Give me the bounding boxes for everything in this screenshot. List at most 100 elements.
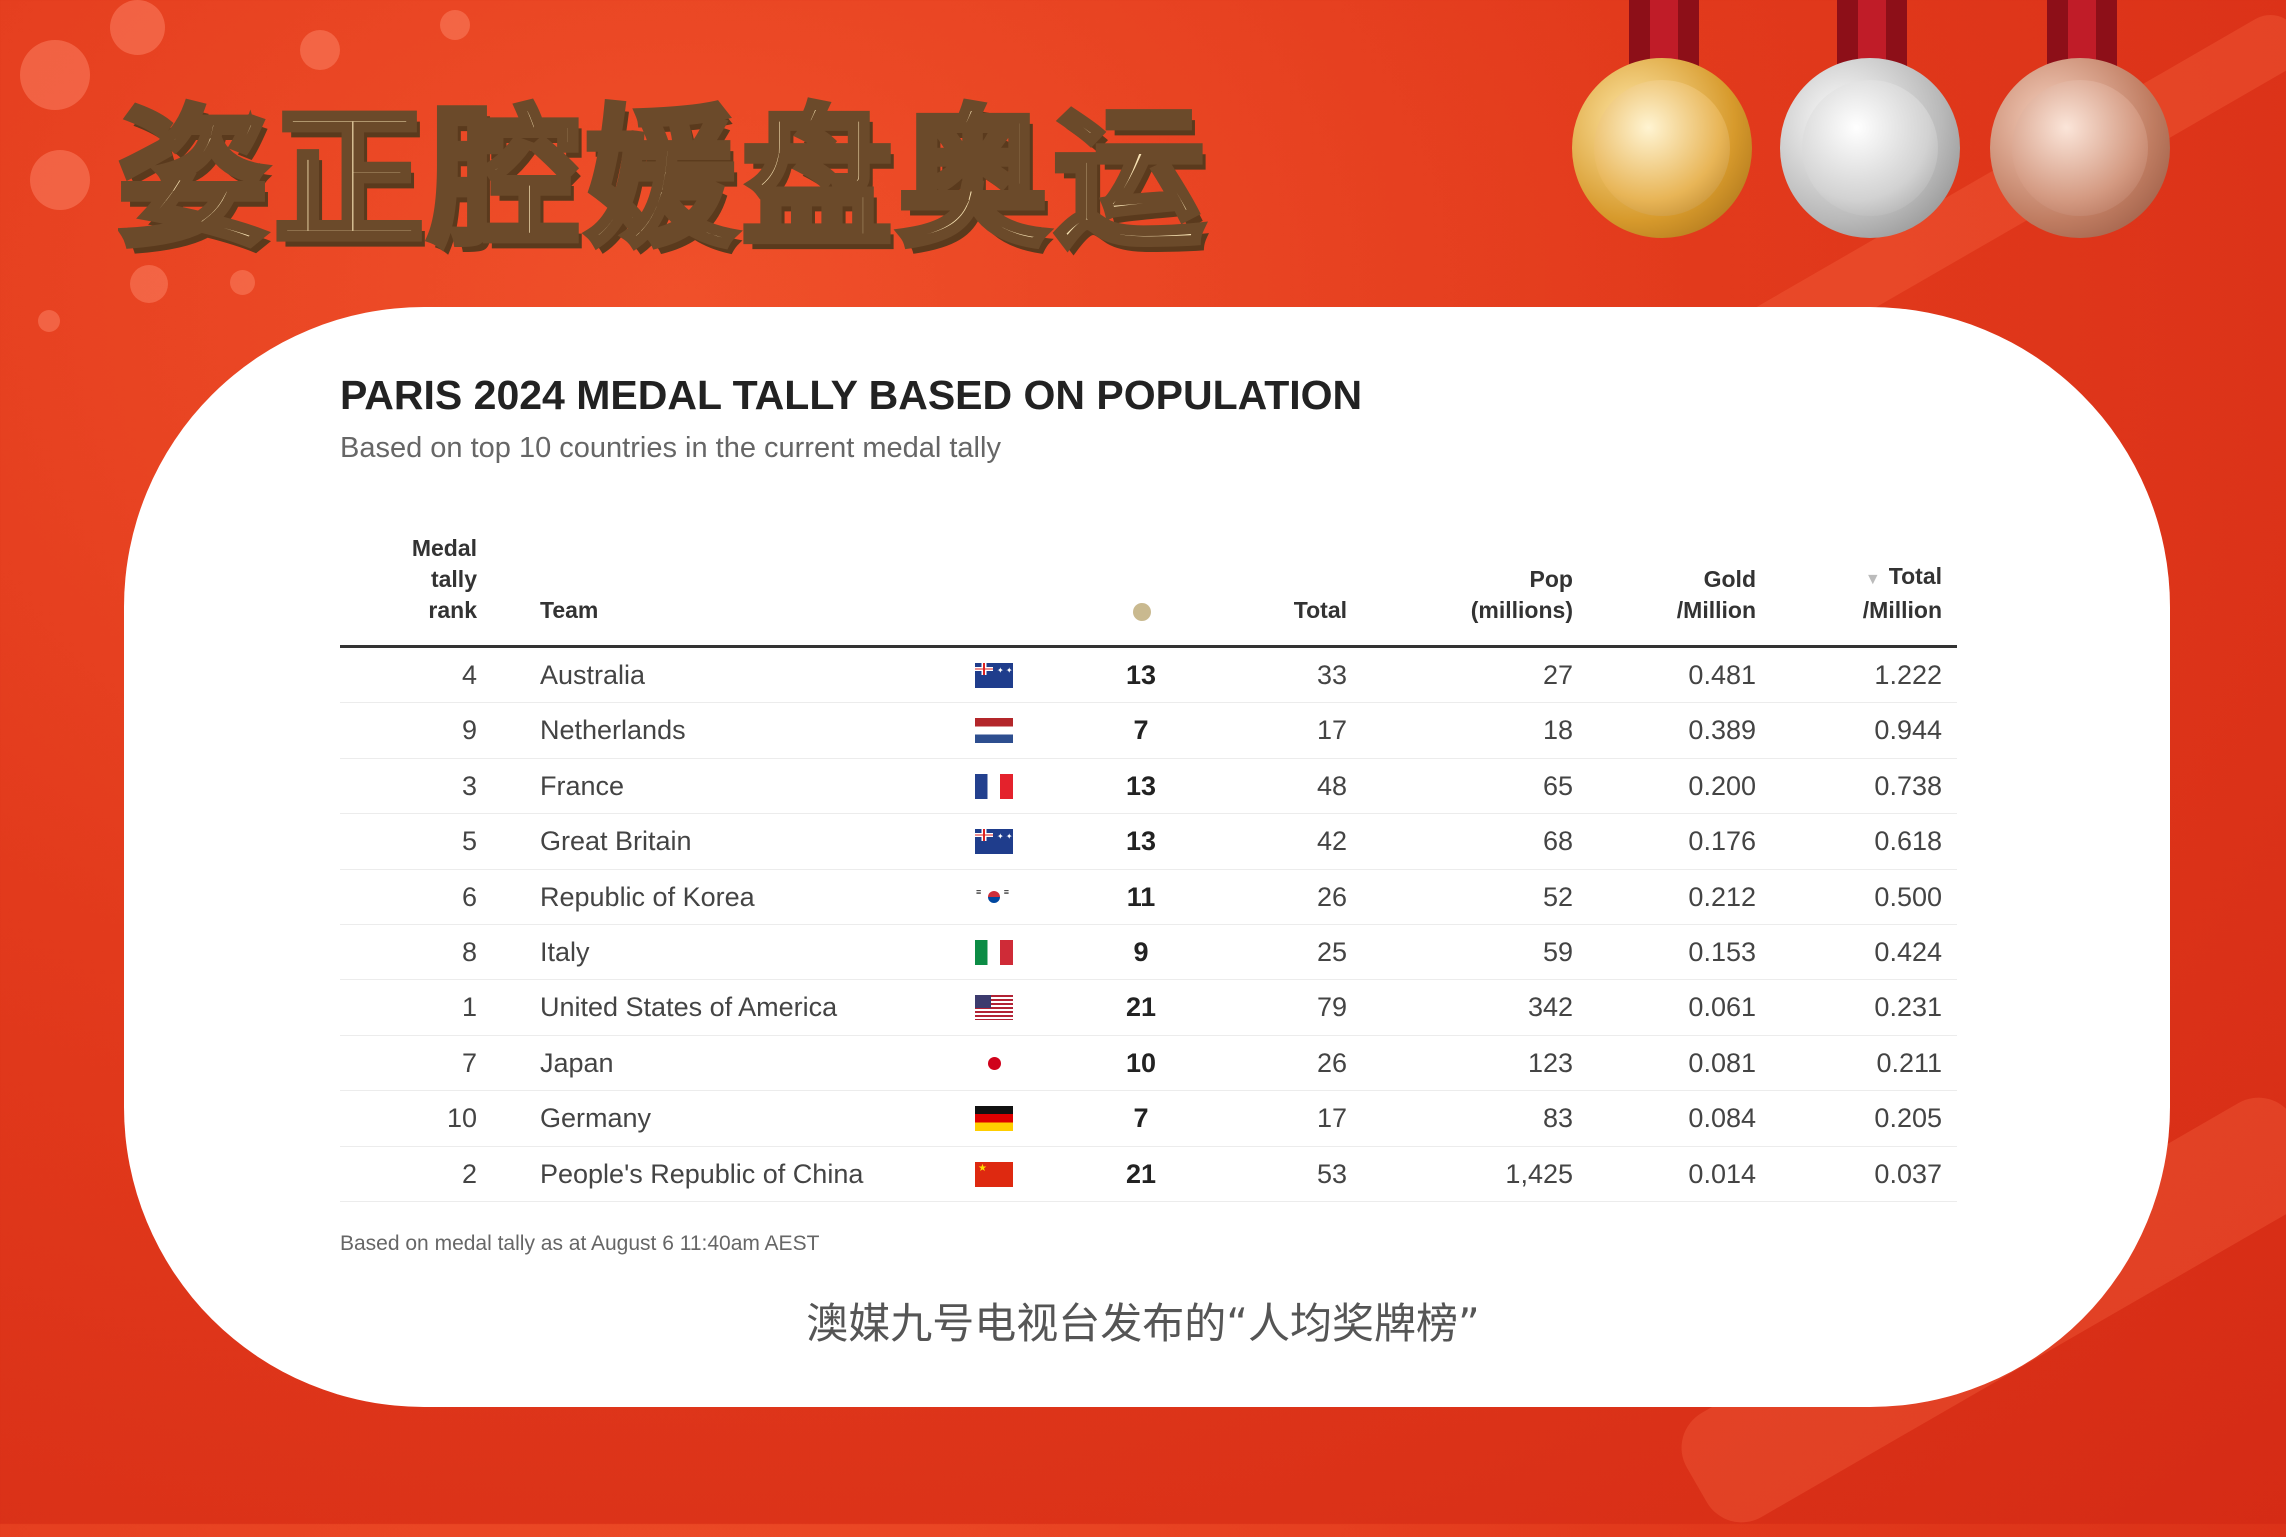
total-per-million-cell: 0.205 — [1874, 1103, 1942, 1134]
pop-cell: 27 — [1542, 660, 1573, 690]
gold-per-million-cell: 0.084 — [1688, 1103, 1756, 1134]
pop-cell: 52 — [1542, 881, 1573, 912]
table-row: 2 People's Republic of China 21 53 1,425 0.01… — [340, 1147, 1957, 1202]
gold-per-million-cell: 0.212 — [1688, 881, 1756, 912]
pop-cell: 83 — [1542, 1103, 1573, 1134]
column-header-gold-per-million: Gold /Million — [1676, 566, 1756, 623]
france-flag-icon — [975, 773, 1013, 799]
italy-flag-icon — [975, 939, 1013, 965]
column-header-total-per-million: ▼ Total /Million — [1862, 563, 1942, 623]
gold-cell: 7 — [1133, 715, 1149, 746]
table-row: 5 Great Britain 13 42 68 0.176 0.618 — [340, 814, 1957, 870]
gold-per-million-cell: 0.176 — [1688, 826, 1756, 857]
rank-cell: 5 — [461, 826, 477, 857]
gold-medal-dot-icon — [1133, 603, 1151, 621]
column-header-total: Total — [1293, 597, 1347, 623]
pop-cell: 59 — [1542, 936, 1573, 967]
team-cell: Great Britain — [540, 826, 692, 857]
table-row: 8 Italy 9 25 59 0.153 0.424 — [340, 925, 1957, 981]
total-per-million-cell: 0.037 — [1874, 1158, 1942, 1189]
pop-cell: 123 — [1527, 1047, 1573, 1078]
background-bubble — [300, 30, 340, 70]
rank-cell: 6 — [461, 881, 477, 912]
team-cell: France — [540, 770, 625, 801]
rank-cell: 10 — [446, 1103, 477, 1134]
total-cell: 33 — [1316, 660, 1347, 690]
table-row: 10 Germany 7 17 83 0.084 0.205 — [340, 1091, 1957, 1147]
total-cell: 48 — [1316, 770, 1347, 801]
table-row: 3 France 13 48 65 0.200 0.738 — [340, 759, 1957, 815]
total-per-million-cell: 0.618 — [1874, 826, 1942, 857]
column-header-pop: Pop (millions) — [1470, 566, 1573, 623]
gold-medal-icon — [1572, 0, 1757, 250]
background-bubble — [38, 310, 60, 332]
china-flag-icon — [975, 1161, 1013, 1187]
table-body: 4Australia1333270.4811.2229Netherlands71… — [340, 648, 1957, 1202]
background-bubble — [30, 150, 90, 210]
gold-cell: 21 — [1125, 992, 1157, 1023]
total-cell: 17 — [1316, 1103, 1347, 1134]
table-row: 1 United States of America 21 79 342 0.061 0.2… — [340, 980, 1957, 1036]
rank-cell: 4 — [461, 660, 477, 690]
background-bubble — [440, 10, 470, 40]
table-row: 6 Republic of Korea 11 26 52 0.212 0.500 — [340, 870, 1957, 925]
gold-cell: 7 — [1133, 1103, 1149, 1134]
sort-arrow-icon: ▼ — [1864, 571, 1881, 588]
gold-per-million-cell: 0.200 — [1688, 770, 1756, 801]
team-cell: Japan — [540, 1047, 614, 1078]
team-cell: Republic of Korea — [540, 881, 755, 912]
column-header-rank: Medal tally rank — [411, 535, 477, 623]
gold-cell: 13 — [1125, 826, 1157, 857]
pop-cell: 1,425 — [1505, 1158, 1573, 1189]
australia-flag-icon — [975, 829, 1013, 855]
chart-subtitle: Based on top 10 countries in the current… — [340, 432, 1001, 464]
gold-per-million-cell: 0.389 — [1688, 715, 1756, 746]
header-divider — [340, 645, 1957, 648]
background-bubble — [110, 0, 165, 55]
chart-footnote: Based on medal tally as at August 6 11:4… — [340, 1232, 820, 1255]
table-row: 7 Japan 10 26 123 0.081 0.211 — [340, 1036, 1957, 1092]
team-cell: Netherlands — [540, 715, 686, 746]
total-cell: 79 — [1316, 992, 1347, 1023]
table-header: Medal tally rank Team Total Pop (million… — [340, 530, 1957, 630]
table-row: 9 Netherlands 7 17 18 0.389 0.944 — [340, 703, 1957, 759]
gold-cell: 13 — [1125, 770, 1157, 801]
team-cell: People's Republic of China — [540, 1158, 864, 1189]
pop-cell: 342 — [1527, 992, 1573, 1023]
background-bubble — [230, 270, 255, 295]
total-per-million-cell: 0.211 — [1876, 1047, 1942, 1078]
gold-per-million-cell: 0.481 — [1688, 660, 1756, 690]
total-cell: 17 — [1316, 715, 1347, 746]
total-per-million-cell: 0.500 — [1874, 881, 1942, 912]
korea-flag-icon — [975, 884, 1013, 910]
total-per-million-cell: 0.424 — [1874, 936, 1942, 967]
australia-flag-icon — [975, 663, 1013, 688]
gold-cell: 11 — [1126, 881, 1156, 912]
pop-cell: 18 — [1542, 715, 1573, 746]
usa-flag-icon — [975, 995, 1013, 1021]
rank-cell: 2 — [461, 1158, 477, 1189]
pop-cell: 65 — [1542, 770, 1573, 801]
team-cell: Australia — [540, 660, 646, 690]
gold-per-million-cell: 0.061 — [1688, 992, 1756, 1023]
background-bubble — [130, 265, 168, 303]
netherlands-flag-icon — [975, 718, 1013, 744]
column-header-team: Team — [540, 597, 599, 623]
total-per-million-cell: 0.231 — [1874, 992, 1942, 1023]
gold-cell: 9 — [1133, 936, 1149, 967]
team-cell: Germany — [540, 1103, 652, 1134]
gold-per-million-cell: 0.153 — [1688, 936, 1756, 967]
total-cell: 26 — [1316, 1047, 1347, 1078]
total-per-million-cell: 0.738 — [1874, 770, 1942, 801]
team-cell: Italy — [540, 936, 590, 967]
team-cell: United States of America — [540, 992, 838, 1023]
total-per-million-cell: 1.222 — [1874, 660, 1942, 690]
chart-card — [124, 307, 2170, 1407]
total-cell: 42 — [1316, 826, 1347, 857]
rank-cell: 9 — [461, 715, 477, 746]
germany-flag-icon — [975, 1106, 1013, 1132]
bronze-medal-icon — [1990, 0, 2175, 250]
total-per-million-cell: 0.944 — [1874, 715, 1942, 746]
banner-title: 姿正腔媛盘奥运 — [118, 92, 1211, 267]
background-bubble — [20, 40, 90, 110]
